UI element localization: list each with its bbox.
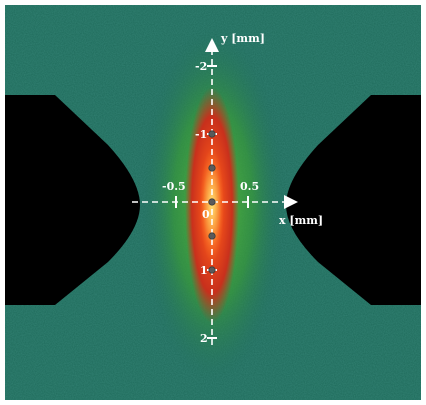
arrow-right-icon xyxy=(284,195,298,209)
right-electrode xyxy=(286,95,421,305)
beam-marker xyxy=(208,130,216,138)
beam-marker xyxy=(208,198,216,206)
tick-labels: -0.5 0.5 -2 -1 1 2 xyxy=(162,60,259,345)
beam-marker xyxy=(208,266,216,274)
y-tick-label: -2 xyxy=(195,60,207,73)
arrow-up-icon xyxy=(205,38,219,52)
x-tick-label: -0.5 xyxy=(162,180,186,193)
y-tick-label: 1 xyxy=(200,264,208,277)
x-axis-label: x [mm] xyxy=(279,214,323,227)
y-tick-label: -1 xyxy=(195,128,207,141)
y-tick-label: 2 xyxy=(200,332,208,345)
left-electrode xyxy=(5,95,140,305)
x-tick-label: 0.5 xyxy=(240,180,259,193)
beam-markers xyxy=(208,130,216,274)
beam-marker xyxy=(208,232,216,240)
origin-label: 0 xyxy=(202,208,210,221)
beam-marker xyxy=(208,164,216,172)
y-axis-label: y [mm] xyxy=(220,32,265,45)
